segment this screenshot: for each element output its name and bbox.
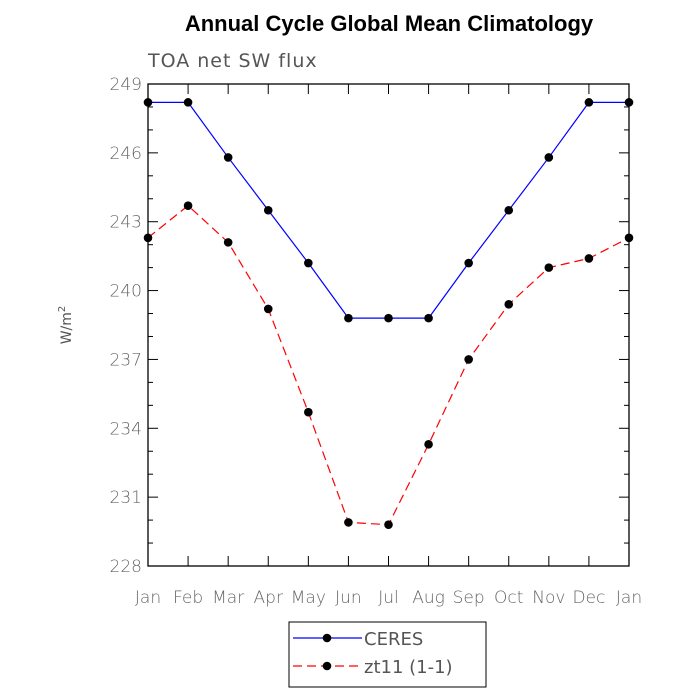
series-point-1 [183, 201, 193, 210]
x-tick-label: Nov [532, 588, 565, 608]
y-axis-label-unit: W/m [59, 312, 75, 344]
plot-frame [147, 83, 630, 567]
legend-label-0: CERES [364, 629, 423, 650]
y-tick-label: 249 [110, 75, 142, 95]
plot-axes: 228 231 234 237 240 243 246 249 Jan Feb Mar Apr May J… [110, 75, 643, 608]
series-point-1 [464, 355, 473, 364]
y-tick-label: 240 [110, 282, 142, 302]
series-point-1 [344, 518, 353, 527]
series-point-1 [504, 300, 514, 309]
series-point-0 [424, 313, 433, 323]
legend-marker-0 [322, 633, 332, 643]
y-tick-label: 234 [110, 419, 142, 439]
series-point-1 [223, 238, 233, 247]
x-tick-label: Apr [254, 588, 283, 608]
series-point-1 [544, 263, 554, 272]
series-point-0 [464, 258, 473, 268]
x-tick-label: Jan [135, 588, 161, 608]
legend-box [288, 621, 487, 688]
y-tick-label: 246 [110, 144, 142, 164]
legend-label-1: zt11 (1-1) [364, 657, 453, 678]
series-point-1 [384, 520, 393, 529]
series-point-1 [143, 233, 153, 243]
x-tick-label: Dec [572, 588, 605, 608]
y-tick-label: 228 [110, 557, 142, 577]
legend: CERES zt11 (1-1) [288, 621, 487, 688]
x-tick-label: Sep [453, 588, 485, 608]
chart-subtitle: TOA net SW flux [147, 50, 318, 72]
y-axis-label: W/m2 [57, 306, 75, 345]
x-tick-label: Jan [616, 588, 642, 608]
x-tick-label: Aug [412, 588, 445, 608]
series-line-0 [148, 101, 629, 319]
series-point-1 [624, 233, 634, 243]
series-point-0 [344, 313, 353, 323]
y-tick-label: 243 [110, 213, 142, 233]
series-point-0 [384, 313, 393, 323]
y-tick-label: 231 [110, 488, 142, 508]
series-point-1 [263, 304, 273, 314]
x-tick-label: Mar [212, 588, 244, 608]
y-axis-label-exponent: 2 [57, 306, 68, 312]
series-layer [143, 98, 634, 529]
series-point-0 [263, 205, 273, 215]
series-line-1 [147, 204, 630, 526]
series-point-1 [584, 254, 594, 263]
series-point-0 [544, 153, 554, 162]
series-point-1 [304, 407, 313, 417]
x-tick-label: Jul [378, 588, 399, 608]
series-point-0 [183, 98, 193, 107]
series-point-0 [624, 98, 634, 107]
series-point-0 [143, 98, 153, 107]
series-point-0 [584, 98, 594, 107]
series-point-0 [504, 205, 514, 215]
x-tick-label: Jun [335, 588, 362, 608]
legend-marker-1 [322, 661, 332, 671]
series-point-1 [424, 440, 433, 449]
series-point-0 [223, 153, 233, 162]
x-tick-label: May [291, 588, 326, 608]
series-point-0 [304, 258, 313, 268]
x-tick-label: Feb [173, 588, 203, 608]
chart-title: Annual Cycle Global Mean Climatology [185, 11, 594, 36]
y-tick-label: 237 [110, 350, 142, 370]
x-tick-label: Oct [494, 588, 523, 608]
